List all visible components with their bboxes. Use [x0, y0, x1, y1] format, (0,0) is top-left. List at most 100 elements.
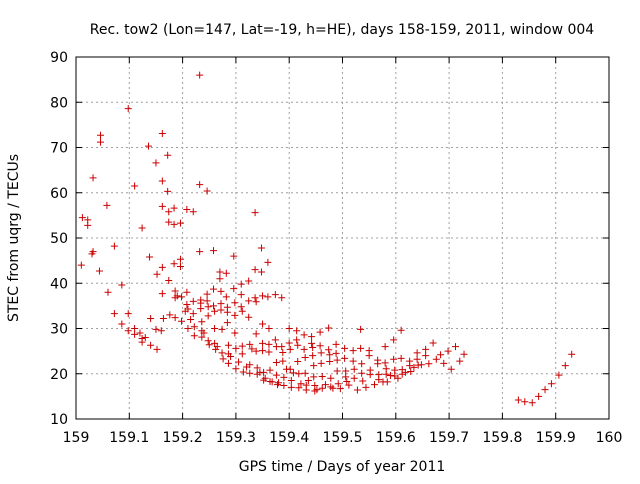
data-point	[118, 320, 126, 328]
data-point	[341, 344, 349, 352]
grid-layer	[76, 57, 609, 419]
x-tick-label: 159	[63, 430, 90, 446]
data-point	[176, 219, 184, 227]
data-point	[198, 318, 206, 326]
data-point	[272, 358, 280, 366]
data-point	[231, 299, 239, 307]
data-point	[158, 129, 166, 137]
data-point	[217, 287, 225, 295]
data-point	[224, 341, 232, 349]
data-point	[397, 354, 405, 362]
data-point	[366, 371, 374, 379]
data-point	[294, 358, 302, 366]
data-point	[200, 329, 208, 337]
data-point	[243, 363, 251, 371]
data-point	[210, 302, 218, 310]
data-point	[103, 201, 111, 209]
data-point	[187, 315, 195, 323]
data-point	[217, 306, 225, 314]
data-point	[231, 329, 239, 337]
data-point	[310, 362, 318, 370]
data-point	[203, 297, 211, 305]
data-point	[136, 329, 144, 337]
data-point	[342, 367, 350, 375]
data-point	[152, 159, 160, 167]
ticks-layer: 159 159.1 159.2 159.3 159.4 159.5 159.6 159.7 15…	[50, 50, 622, 446]
data-point	[379, 378, 387, 386]
data-point	[316, 328, 324, 336]
data-point	[170, 220, 178, 228]
data-point	[555, 371, 563, 379]
data-point	[422, 345, 430, 353]
y-tick-label: 90	[50, 50, 68, 66]
data-point	[237, 291, 245, 299]
data-point	[279, 357, 287, 365]
y-tick-label: 10	[50, 412, 68, 428]
data-point	[447, 365, 455, 373]
data-point	[170, 260, 178, 268]
data-point	[222, 269, 230, 277]
data-point	[349, 347, 357, 355]
data-point	[232, 365, 240, 373]
data-point	[216, 268, 224, 276]
data-point	[257, 268, 265, 276]
data-point	[158, 202, 166, 210]
data-point	[246, 340, 254, 348]
data-point	[321, 381, 329, 389]
data-point	[110, 242, 118, 250]
data-point	[153, 345, 161, 353]
data-point	[213, 343, 221, 351]
data-point	[362, 383, 370, 391]
data-point	[514, 396, 522, 404]
data-point	[541, 386, 549, 394]
data-point	[124, 310, 132, 318]
data-point	[204, 312, 212, 320]
data-point	[265, 340, 273, 348]
x-tick-label: 159.7	[429, 430, 469, 446]
data-point	[158, 290, 166, 298]
x-tick-label: 159.6	[376, 430, 416, 446]
data-point	[203, 187, 211, 195]
data-point	[183, 301, 191, 309]
data-point	[97, 138, 105, 146]
data-point	[232, 344, 240, 352]
data-point	[231, 311, 239, 319]
x-tick-label: 159.8	[482, 430, 522, 446]
data-point	[300, 331, 308, 339]
data-point	[287, 383, 295, 391]
data-point	[181, 307, 189, 315]
data-point	[316, 342, 324, 350]
data-point	[304, 377, 312, 385]
data-point	[230, 252, 238, 260]
data-point	[217, 300, 225, 308]
data-point	[158, 263, 166, 271]
data-point	[245, 313, 253, 321]
data-point	[251, 266, 259, 274]
data-point	[158, 177, 166, 185]
x-tick-label: 159.3	[216, 430, 256, 446]
data-point	[382, 370, 390, 378]
y-tick-label: 40	[50, 276, 68, 292]
data-point	[259, 347, 267, 355]
data-point	[237, 303, 245, 311]
data-point	[138, 338, 146, 346]
x-tick-label: 159.2	[163, 430, 203, 446]
data-point	[88, 250, 96, 258]
y-tick-label: 80	[50, 95, 68, 111]
data-point	[329, 384, 337, 392]
data-point	[259, 292, 267, 300]
data-point	[283, 365, 291, 373]
data-point	[309, 344, 317, 352]
data-point	[138, 224, 146, 232]
data-point	[196, 71, 204, 79]
data-point	[568, 350, 576, 358]
data-point	[332, 340, 340, 348]
data-point	[78, 214, 86, 222]
data-point	[159, 315, 167, 323]
data-point	[333, 356, 341, 364]
data-point	[235, 358, 243, 366]
data-point	[318, 372, 326, 380]
data-point	[141, 334, 149, 342]
data-point	[264, 258, 272, 266]
